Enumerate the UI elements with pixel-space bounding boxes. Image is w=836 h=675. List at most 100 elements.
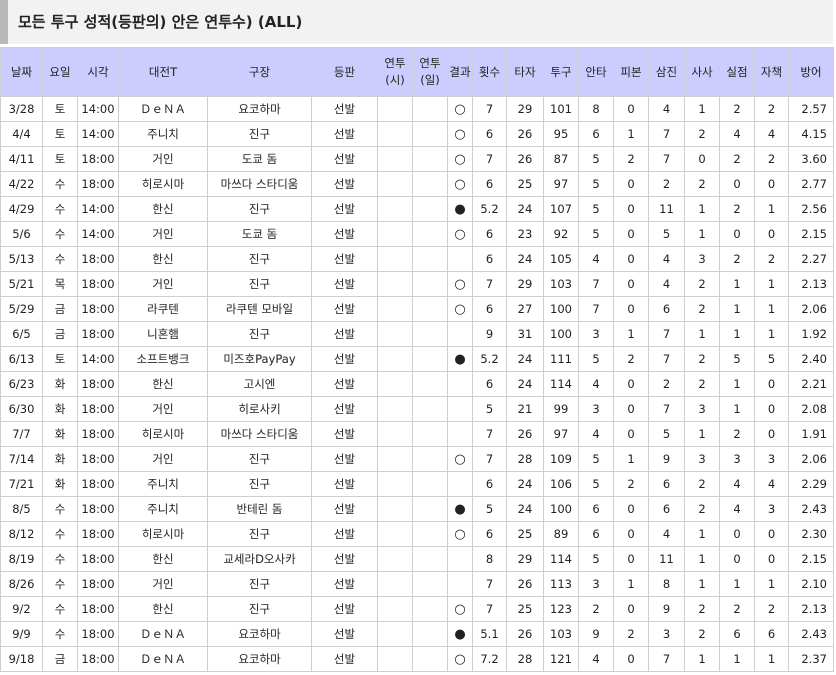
table-cell: 5/29 (0, 296, 43, 322)
table-cell: ○ (447, 146, 473, 172)
stats-table: 날짜 요일 시각 대전T 구장 등판 연투 (시) 연투 (일) 결과 횟수 타자 투구 안타 피본 삼진 사… (0, 47, 834, 672)
table-cell: 1 (754, 321, 789, 347)
table-cell: 진구 (207, 471, 312, 497)
table-cell: 8/19 (0, 546, 43, 572)
table-row: 6/13 토 14:00 소프트뱅크 미즈호PayPay 선발 ● 5.2 24 111 5 2 7 2 5… (0, 346, 834, 372)
table-cell: ○ (447, 596, 473, 622)
table-row: 4/4 토 14:00 주니치 진구 선발 ○ 6 26 95 6 1 7 2 4 4 4.15 (0, 121, 834, 147)
table-cell: 7 (648, 321, 685, 347)
header-row: 날짜 요일 시각 대전T 구장 등판 연투 (시) 연투 (일) 결과 횟수 타자 투구 안타 피본 삼진 사… (0, 47, 834, 97)
table-cell: 1.92 (788, 321, 834, 347)
table-body: 3/28 토 14:00 ＤｅＮＡ 요코하마 선발 ○ 7 29 101 8 0 4 1 2 2 2.57 4/4… (0, 96, 834, 672)
table-cell: 113 (543, 571, 579, 597)
table-cell: 진구 (207, 246, 312, 272)
empty-cell (412, 571, 448, 597)
table-row: 6/5 금 18:00 니혼햄 진구 선발 9 31 100 3 1 7 1 1 1 1.92 (0, 321, 834, 347)
table-cell: 2.56 (788, 196, 834, 222)
table-row: 3/28 토 14:00 ＤｅＮＡ 요코하마 선발 ○ 7 29 101 8 0 4 1 2 2 2.57 (0, 96, 834, 122)
table-cell: 2.77 (788, 171, 834, 197)
table-cell: 18:00 (77, 371, 119, 397)
table-cell: 4 (648, 246, 685, 272)
table-cell: 2.15 (788, 221, 834, 247)
table-cell: 선발 (311, 646, 378, 672)
table-cell: 5.1 (472, 621, 507, 647)
table-cell: 수 (42, 196, 78, 222)
table-cell: 0 (754, 171, 789, 197)
table-cell: 4/22 (0, 171, 43, 197)
empty-cell (377, 346, 413, 372)
table-cell: 선발 (311, 546, 378, 572)
table-cell: 진구 (207, 596, 312, 622)
table-cell: 4 (578, 246, 614, 272)
table-cell: 8 (648, 571, 685, 597)
table-cell: 3 (719, 446, 755, 472)
table-cell: ○ (447, 646, 473, 672)
table-cell: 97 (543, 171, 579, 197)
table-cell: 18:00 (77, 321, 119, 347)
empty-cell (377, 521, 413, 547)
table-cell: 4/11 (0, 146, 43, 172)
table-cell: 11 (648, 546, 685, 572)
table-cell: 6/30 (0, 396, 43, 422)
empty-cell (412, 246, 448, 272)
table-cell: 2.30 (788, 521, 834, 547)
table-cell: 화 (42, 371, 78, 397)
table-cell: 18:00 (77, 621, 119, 647)
table-cell: 6 (754, 621, 789, 647)
table-cell: 선발 (311, 321, 378, 347)
table-cell: 8/12 (0, 521, 43, 547)
table-cell: 토 (42, 346, 78, 372)
column-header: 사사 (684, 47, 720, 97)
table-cell: 수 (42, 571, 78, 597)
table-cell: 5 (578, 446, 614, 472)
table-cell: 2 (613, 346, 649, 372)
table-cell: 마쓰다 스타디움 (207, 171, 312, 197)
table-cell: 7 (648, 646, 685, 672)
table-cell: 수 (42, 621, 78, 647)
table-cell: 1 (613, 446, 649, 472)
table-cell: 2 (719, 146, 755, 172)
table-cell: 2.37 (788, 646, 834, 672)
table-cell: 6 (648, 471, 685, 497)
table-cell: 18:00 (77, 571, 119, 597)
table-cell: 7/14 (0, 446, 43, 472)
table-cell: 1 (613, 571, 649, 597)
table-cell: 고시엔 (207, 371, 312, 397)
empty-cell (377, 496, 413, 522)
table-cell: 26 (506, 146, 544, 172)
table-cell: 23 (506, 221, 544, 247)
empty-cell (377, 571, 413, 597)
table-cell: ● (447, 346, 473, 372)
table-cell: 109 (543, 446, 579, 472)
table-cell: 2 (648, 371, 685, 397)
empty-cell (377, 646, 413, 672)
table-cell: 니혼햄 (118, 321, 208, 347)
table-cell: 반테린 돔 (207, 496, 312, 522)
table-cell: 7 (648, 146, 685, 172)
table-cell: 1 (684, 646, 720, 672)
empty-cell (447, 571, 473, 597)
table-cell: 수 (42, 221, 78, 247)
table-cell: 토 (42, 121, 78, 147)
table-cell: 2.29 (788, 471, 834, 497)
table-cell: 2.27 (788, 246, 834, 272)
table-cell: 4 (648, 96, 685, 122)
table-cell: 25 (506, 521, 544, 547)
table-cell: 2 (684, 471, 720, 497)
column-header: 횟수 (472, 47, 507, 97)
table-cell: 교세라D오사카 (207, 546, 312, 572)
table-cell: 0 (613, 646, 649, 672)
table-cell: 8 (578, 96, 614, 122)
empty-cell (377, 421, 413, 447)
empty-cell (377, 221, 413, 247)
table-cell: 히로사키 (207, 396, 312, 422)
table-cell: 금 (42, 321, 78, 347)
table-row: 4/11 토 18:00 거인 도쿄 돔 선발 ○ 7 26 87 5 2 7 0 2 2 3.60 (0, 146, 834, 172)
table-cell: 0 (613, 171, 649, 197)
table-cell: 26 (506, 571, 544, 597)
table-cell: 31 (506, 321, 544, 347)
table-cell: 11 (648, 196, 685, 222)
table-cell: 한신 (118, 196, 208, 222)
table-cell: 2.06 (788, 446, 834, 472)
